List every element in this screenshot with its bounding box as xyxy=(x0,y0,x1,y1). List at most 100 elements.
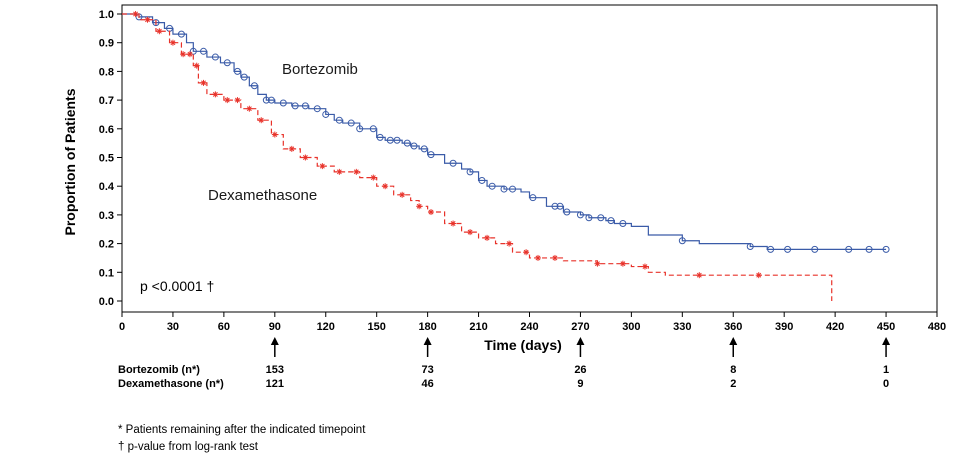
bortezomib-censor-marker xyxy=(313,105,321,113)
dexamethasone-survival-curve xyxy=(122,13,833,301)
bortezomib-censor-marker xyxy=(335,116,343,124)
bortezomib-censor-marker xyxy=(369,125,377,133)
bortezomib-censor-marker xyxy=(619,220,627,228)
bortezomib-censor-marker xyxy=(427,151,435,159)
footnote-patients-remaining: * Patients remaining after the indicated… xyxy=(118,424,366,436)
bortezomib-censor-marker xyxy=(403,139,411,147)
risk-table-value: 1 xyxy=(883,364,889,376)
y-tick-label: 0.1 xyxy=(99,267,114,279)
risk-table-value: 9 xyxy=(577,378,583,390)
risk-table-value: 121 xyxy=(266,378,284,390)
bortezomib-series-label: Bortezomib xyxy=(282,61,358,78)
dexamethasone-censor-marker xyxy=(428,209,435,216)
y-tick-label: 0.8 xyxy=(99,66,114,78)
x-tick-label: 420 xyxy=(826,321,844,333)
dexamethasone-censor-marker xyxy=(353,168,360,175)
bortezomib-censor-marker xyxy=(746,242,754,250)
risk-table-value: 73 xyxy=(422,364,434,376)
risk-table-value: 26 xyxy=(574,364,586,376)
dexamethasone-censor-marker xyxy=(132,11,139,17)
bortezomib-censor-marker xyxy=(347,119,355,127)
bortezomib-censor-marker xyxy=(865,245,873,253)
risk-table-row-label: Dexamethasone (n*) xyxy=(118,378,224,390)
bortezomib-censor-marker xyxy=(250,82,258,90)
dexamethasone-censor-marker xyxy=(186,51,193,58)
dexamethasone-censor-marker xyxy=(319,163,326,170)
y-tick-label: 0.7 xyxy=(99,95,114,107)
bortezomib-censor-marker xyxy=(386,136,394,144)
plot-frame xyxy=(121,4,938,313)
y-tick-label: 0.2 xyxy=(99,239,114,251)
bortezomib-censor-marker xyxy=(356,125,364,133)
bortezomib-censor-marker xyxy=(882,245,890,253)
x-tick-label: 360 xyxy=(724,321,742,333)
risk-table-value: 8 xyxy=(730,364,736,376)
dexamethasone-censor-marker xyxy=(271,131,278,138)
bortezomib-censor-marker xyxy=(233,67,241,75)
bortezomib-censor-marker xyxy=(563,208,571,216)
bortezomib-censor-marker xyxy=(784,245,792,253)
dexamethasone-censor-marker xyxy=(336,168,343,175)
dexamethasone-censor-marker xyxy=(144,16,151,23)
dexamethasone-series-label: Dexamethasone xyxy=(208,187,317,204)
x-tick-label: 450 xyxy=(877,321,895,333)
dexamethasone-censor-marker xyxy=(551,254,558,261)
dexamethasone-censor-marker xyxy=(696,272,703,279)
dexamethasone-censor-marker xyxy=(234,97,241,104)
bortezomib-censor-marker xyxy=(585,214,593,222)
dexamethasone-censor-marker xyxy=(450,220,457,227)
dexamethasone-censor-marker xyxy=(399,191,406,198)
x-axis: 0 30 60 90 120 150 180 210 240 270 300 330 360 390 420… xyxy=(119,312,946,333)
timepoint-arrow-head xyxy=(729,337,738,345)
bortezomib-censor-marker xyxy=(509,185,517,193)
dexamethasone-censor-marker xyxy=(416,203,423,210)
risk-table-value: 153 xyxy=(266,364,284,376)
x-tick-label: 270 xyxy=(571,321,589,333)
y-tick-label: 0.5 xyxy=(99,153,114,165)
bortezomib-censor-marker xyxy=(529,194,537,202)
bortezomib-censor-marker xyxy=(152,19,160,27)
bortezomib-censor-marker xyxy=(262,96,270,104)
bortezomib-censor-marker xyxy=(597,214,605,222)
y-tick-label: 0.4 xyxy=(99,181,115,193)
bortezomib-censor-marker xyxy=(551,202,559,210)
y-tick-label: 1.0 xyxy=(99,9,114,21)
bortezomib-censor-marker xyxy=(223,59,231,67)
bortezomib-censor-marker xyxy=(301,102,309,110)
risk-table-row-label: Bortezomib (n*) xyxy=(118,364,200,376)
dexamethasone-censor-marker xyxy=(755,272,762,279)
dexamethasone-censor-marker xyxy=(370,174,377,181)
dexamethasone-censor-marker xyxy=(506,240,513,247)
bortezomib-censor-marker xyxy=(500,185,508,193)
bortezomib-censor-marker xyxy=(678,237,686,245)
x-tick-label: 90 xyxy=(269,321,281,333)
bortezomib-censor-marker xyxy=(410,142,418,150)
x-tick-label: 0 xyxy=(119,321,125,333)
bortezomib-censor-marker xyxy=(767,245,775,253)
dexamethasone-censor-marker xyxy=(169,39,176,46)
timepoint-arrow-head xyxy=(270,337,279,345)
x-tick-label: 480 xyxy=(928,321,946,333)
bortezomib-censor-marker xyxy=(420,145,428,153)
bortezomib-censor-marker xyxy=(279,99,287,107)
dexamethasone-censor-marker xyxy=(641,263,648,270)
bortezomib-censor-marker xyxy=(845,245,853,253)
dexamethasone-censor-marker xyxy=(467,229,474,236)
bortezomib-censor-marker xyxy=(240,73,248,81)
bortezomib-censor-marker xyxy=(556,202,564,210)
risk-table-value: 2 xyxy=(730,378,736,390)
x-tick-label: 390 xyxy=(775,321,793,333)
p-value-annotation: p <0.0001 † xyxy=(140,278,214,294)
dexamethasone-censor-marker xyxy=(534,254,541,261)
x-tick-label: 120 xyxy=(317,321,335,333)
dexamethasone-censor-marker xyxy=(619,260,626,267)
x-tick-label: 30 xyxy=(167,321,179,333)
dexamethasone-censor-marker xyxy=(594,260,601,267)
bortezomib-censor-marker xyxy=(291,102,299,110)
x-axis-title: Time (days) xyxy=(484,337,562,353)
dexamethasone-censor-marker xyxy=(156,28,163,35)
bortezomib-censor-marker xyxy=(211,53,219,61)
bortezomib-censor-marker xyxy=(177,30,185,38)
timepoint-arrow-head xyxy=(576,337,585,345)
